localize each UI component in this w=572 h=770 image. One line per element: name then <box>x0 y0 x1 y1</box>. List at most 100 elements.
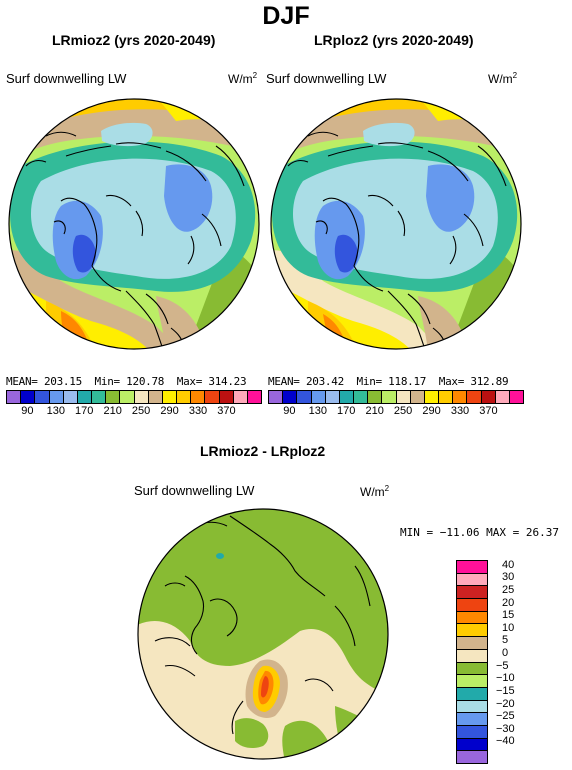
colorbar-tick-label: 40 <box>502 558 515 571</box>
colorbar-swatch <box>7 391 22 403</box>
colorbar-swatch <box>467 391 482 403</box>
colorbar-tick-label: 130 <box>46 405 65 417</box>
panel-1-colorbar-labels: 90 130 170 210 250 290 330 370 <box>6 405 262 419</box>
colorbar-swatch <box>509 391 524 403</box>
panel-1-colorbar <box>6 390 262 404</box>
colorbar-swatch <box>457 687 487 701</box>
colorbar-tick-label: −20 <box>496 697 515 710</box>
colorbar-tick-label: 330 <box>188 405 208 417</box>
figure-title: DJF <box>262 2 310 30</box>
colorbar-tick-label: 250 <box>393 405 413 417</box>
panel-2-units: W/m2 <box>488 71 518 86</box>
panel-1-units: W/m2 <box>228 71 258 86</box>
panel-1-map <box>8 98 260 350</box>
colorbar-swatch <box>457 573 487 587</box>
colorbar-swatch <box>457 586 487 600</box>
colorbar-swatch <box>162 391 178 403</box>
colorbar-swatch <box>457 713 487 726</box>
colorbar-swatch <box>311 391 326 403</box>
panel-2-title: LRploz2 (yrs 2020-2049) <box>314 32 474 48</box>
colorbar-tick-label: 210 <box>103 405 122 417</box>
panel-2-map <box>270 98 522 350</box>
colorbar-tick-label: 250 <box>131 405 151 417</box>
colorbar-tick-label: 170 <box>75 405 94 417</box>
colorbar-swatch <box>382 391 397 403</box>
colorbar-swatch <box>495 391 510 403</box>
colorbar-swatch <box>325 391 340 403</box>
panel-2-colorbar-labels: 90 130 170 210 250 290 330 370 <box>268 405 524 419</box>
colorbar-swatch <box>354 391 369 403</box>
colorbar-swatch <box>439 391 454 403</box>
diff-panel-variable-label: Surf downwelling LW <box>134 483 255 498</box>
colorbar-swatch <box>457 725 487 739</box>
panel-2-variable-label: Surf downwelling LW <box>266 71 387 86</box>
colorbar-tick-label: −10 <box>496 672 515 685</box>
diff-panel-units: W/m2 <box>360 484 390 499</box>
panel-1-title: LRmioz2 (yrs 2020-2049) <box>52 32 216 48</box>
colorbar-swatch <box>205 391 220 403</box>
diff-colorbar <box>456 560 488 764</box>
colorbar-swatch <box>457 738 487 752</box>
colorbar-swatch <box>457 649 487 663</box>
colorbar-swatch <box>297 391 312 403</box>
colorbar-swatch <box>453 391 468 403</box>
colorbar-swatch <box>134 391 149 403</box>
colorbar-swatch <box>191 391 206 403</box>
panel-1-stats: MEAN= 203.15 Min= 120.78 Max= 314.23 <box>6 375 247 388</box>
colorbar-tick-label: 20 <box>502 596 515 609</box>
diff-colorbar-labels: 40 30 25 20 15 10 5 0 −5 −10 −15 −20 −25 −30 −40 <box>496 558 536 762</box>
colorbar-swatch <box>35 391 50 403</box>
colorbar-swatch <box>424 391 440 403</box>
colorbar-tick-label: 210 <box>365 405 384 417</box>
colorbar-tick-label: 170 <box>337 405 356 417</box>
colorbar-tick-label: −40 <box>496 735 515 748</box>
colorbar-swatch <box>21 391 36 403</box>
colorbar-swatch <box>410 391 425 403</box>
colorbar-swatch <box>481 391 496 403</box>
colorbar-swatch <box>457 700 487 714</box>
colorbar-tick-label: 15 <box>502 609 515 622</box>
colorbar-tick-label: 330 <box>450 405 470 417</box>
colorbar-swatch <box>457 611 487 625</box>
colorbar-swatch <box>457 624 487 638</box>
colorbar-tick-label: 0 <box>502 647 509 659</box>
colorbar-tick-label: 90 <box>21 405 34 417</box>
colorbar-swatch <box>63 391 78 403</box>
diff-panel-stats: MIN = −11.06 MAX = 26.37 <box>400 526 559 539</box>
colorbar-tick-label: 5 <box>502 634 509 647</box>
colorbar-swatch <box>177 391 192 403</box>
colorbar-swatch <box>457 662 487 676</box>
colorbar-swatch <box>77 391 93 403</box>
colorbar-swatch <box>457 599 487 612</box>
colorbar-tick-label: −30 <box>496 722 515 735</box>
panel-2-colorbar <box>268 390 524 404</box>
panel-1-variable-label: Surf downwelling LW <box>6 71 127 86</box>
colorbar-swatch <box>457 751 487 763</box>
panel-2-stats: MEAN= 203.42 Min= 118.17 Max= 312.89 <box>268 375 509 388</box>
colorbar-swatch <box>269 391 284 403</box>
colorbar-swatch <box>457 675 487 688</box>
colorbar-swatch <box>92 391 107 403</box>
colorbar-swatch <box>368 391 383 403</box>
colorbar-tick-label: −25 <box>496 710 515 723</box>
colorbar-swatch <box>457 561 487 574</box>
colorbar-tick-label: 10 <box>502 621 515 634</box>
colorbar-swatch <box>457 637 487 650</box>
colorbar-tick-label: 130 <box>308 405 327 417</box>
colorbar-tick-label: 290 <box>422 405 441 417</box>
colorbar-tick-label: 90 <box>283 405 296 417</box>
colorbar-swatch <box>219 391 234 403</box>
colorbar-tick-label: −5 <box>496 659 509 672</box>
colorbar-swatch <box>396 391 411 403</box>
colorbar-swatch <box>339 391 355 403</box>
colorbar-tick-label: 370 <box>217 405 236 417</box>
colorbar-tick-label: 30 <box>502 571 515 584</box>
colorbar-swatch <box>148 391 163 403</box>
colorbar-swatch <box>247 391 262 403</box>
colorbar-tick-label: 370 <box>479 405 498 417</box>
colorbar-swatch <box>283 391 298 403</box>
colorbar-swatch <box>49 391 64 403</box>
diff-panel-map <box>137 508 389 760</box>
diff-panel-title: LRmioz2 - LRploz2 <box>200 443 326 459</box>
